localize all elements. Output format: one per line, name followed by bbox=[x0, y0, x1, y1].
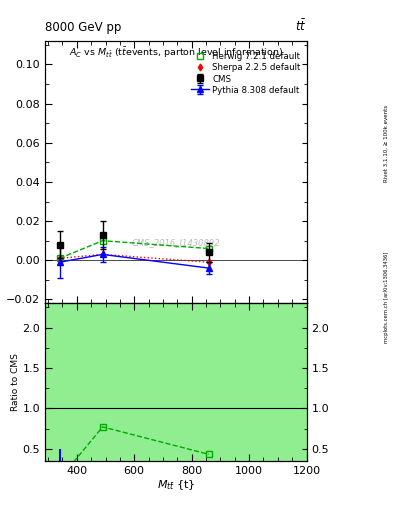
Text: CMS_2016_I1430892: CMS_2016_I1430892 bbox=[132, 239, 220, 247]
Legend: Herwig 7.2.1 default, Sherpa 2.2.5 default, CMS, Pythia 8.308 default: Herwig 7.2.1 default, Sherpa 2.2.5 defau… bbox=[190, 51, 302, 96]
Sherpa 2.2.5 default bbox=[100, 251, 105, 258]
Text: 8000 GeV pp: 8000 GeV pp bbox=[45, 22, 121, 34]
Herwig 7.2.1 default bbox=[207, 245, 211, 251]
Line: Sherpa 2.2.5 default: Sherpa 2.2.5 default bbox=[57, 252, 211, 265]
Sherpa 2.2.5 default bbox=[207, 259, 211, 265]
Text: $A_C$ vs $M_{t\bar{t}}$ (t$\bar{t}$events, parton level information): $A_C$ vs $M_{t\bar{t}}$ (t$\bar{t}$event… bbox=[69, 45, 283, 60]
Text: Rivet 3.1.10, ≥ 100k events: Rivet 3.1.10, ≥ 100k events bbox=[384, 105, 389, 182]
Y-axis label: Ratio to CMS: Ratio to CMS bbox=[11, 353, 20, 411]
Herwig 7.2.1 default bbox=[100, 238, 105, 244]
Sherpa 2.2.5 default bbox=[57, 255, 62, 262]
Line: Herwig 7.2.1 default: Herwig 7.2.1 default bbox=[57, 238, 212, 262]
Text: $t\bar{t}$: $t\bar{t}$ bbox=[295, 19, 307, 34]
X-axis label: $M_{t\bar{t}}$ {t}: $M_{t\bar{t}}$ {t} bbox=[156, 478, 195, 492]
Y-axis label: $A_C$: $A_C$ bbox=[0, 163, 4, 181]
Herwig 7.2.1 default bbox=[57, 255, 62, 262]
Text: mcplots.cern.ch [arXiv:1306.3436]: mcplots.cern.ch [arXiv:1306.3436] bbox=[384, 251, 389, 343]
